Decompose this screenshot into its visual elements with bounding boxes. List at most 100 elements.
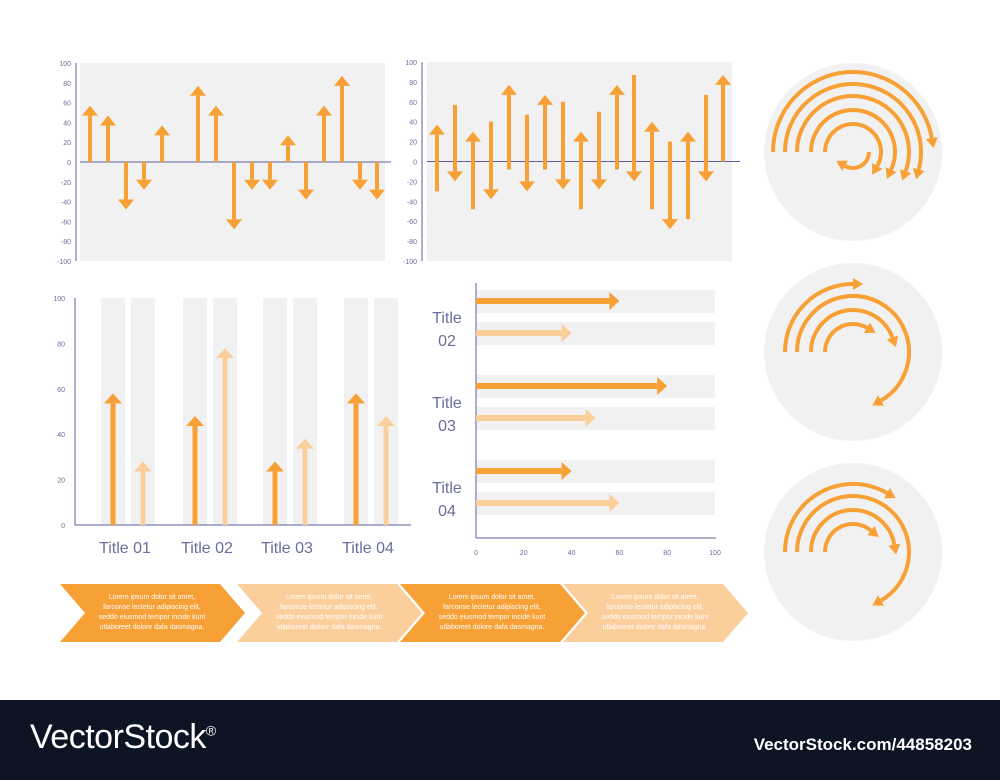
step-text: utlaboreet dolore dafa dasmagna.	[603, 624, 708, 631]
series-1-arrow-head	[561, 462, 572, 480]
data-arrow-head	[118, 199, 134, 210]
data-arrow	[668, 141, 672, 220]
grouped-arrow-bar-chart: 100 80 60 40 20 0 Title 01 Title 02 Title 03 Titl…	[53, 296, 411, 557]
spiral-arc	[783, 282, 854, 353]
step-text: seddo eiusmod tempor incide kunt	[439, 614, 546, 621]
series-2-arrow-head	[134, 461, 152, 472]
spiral-arrowhead	[872, 395, 884, 406]
spiral-arrowhead	[836, 160, 848, 172]
series-2-arrow-head	[377, 416, 395, 427]
data-arrow	[453, 104, 457, 172]
data-arrow	[106, 125, 110, 162]
x-tick-label: 60	[616, 550, 624, 557]
data-arrow	[214, 115, 218, 162]
spiral-arrowhead	[899, 169, 912, 181]
y-tick-label: 100	[405, 60, 417, 67]
series-1-arrow-head	[104, 393, 122, 404]
series-1-arrow	[272, 471, 278, 525]
bar-track	[476, 322, 715, 345]
infographic-canvas: 100 80 60 40 20 0 -20 -40 -60 -80 -100 100 80 60 40 20…	[53, 60, 942, 642]
data-arrow-head	[298, 189, 314, 200]
data-arrow-head	[591, 179, 607, 190]
data-arrow	[250, 162, 254, 180]
circle-background	[764, 463, 942, 641]
category-label: Title	[432, 480, 462, 497]
spiral-arc	[823, 322, 868, 353]
data-arrow	[471, 141, 475, 210]
x-tick-label: 80	[663, 550, 671, 557]
series-1-arrow	[353, 403, 359, 525]
y-tick-label: -80	[61, 239, 71, 246]
data-arrow-head	[82, 105, 98, 116]
series-1-arrow	[110, 403, 116, 525]
step-text: seddo eiusmod tempor incide kunt	[602, 614, 709, 621]
brand-logo: VectorStock®	[30, 718, 216, 756]
step-text: utlaboreet dolore dafa dasmagna.	[100, 624, 205, 631]
category-label: Title 04	[342, 540, 394, 557]
series-2-arrow-head	[216, 347, 234, 358]
data-arrow	[721, 84, 725, 162]
spiral-arc	[809, 508, 897, 553]
spiral-arc	[771, 70, 934, 153]
y-tick-label: 60	[63, 101, 71, 108]
spiral-arrows-icon	[764, 263, 942, 441]
spiral-arrowhead	[886, 335, 899, 348]
spiral-arrowhead	[925, 137, 938, 148]
spiral-arc	[795, 494, 911, 603]
category-label: Title 01	[99, 540, 151, 557]
x-tick-label: 100	[709, 550, 721, 557]
data-arrow-head	[280, 135, 296, 146]
x-tick-label: 0	[474, 550, 478, 557]
series-2-arrow-head	[561, 324, 572, 342]
series-1-arrow	[476, 383, 658, 389]
spiral-arrowhead	[884, 487, 896, 499]
data-arrow	[686, 141, 690, 220]
data-arrow	[88, 115, 92, 162]
data-arrow	[358, 162, 362, 180]
step-text: farconse lectetur adipiscing elit,	[443, 604, 541, 611]
spiral-arrowhead	[864, 322, 876, 333]
spiral-arc	[783, 82, 923, 171]
image-reference: VectorStock.com/44858203	[753, 735, 972, 754]
x-tick-label: 40	[568, 550, 576, 557]
step-text: utlaboreet dolore dafa dasmagna.	[277, 624, 382, 631]
y-tick-label: 100	[59, 61, 71, 68]
category-label: Title 02	[181, 540, 233, 557]
series-1-arrow	[476, 468, 562, 474]
y-tick-label: -100	[403, 259, 417, 266]
y-tick-label: -20	[61, 180, 71, 187]
data-arrow-head	[429, 124, 445, 135]
data-arrow-head	[680, 131, 696, 142]
data-arrow-head	[698, 171, 714, 182]
data-arrow-head	[208, 105, 224, 116]
category-label: 04	[438, 503, 456, 520]
y-tick-label: 20	[57, 478, 65, 485]
step-text: seddo eiusmod tempor incide kunt	[276, 614, 383, 621]
spiral-arc	[823, 122, 883, 167]
data-arrow	[489, 121, 493, 190]
data-arrow	[304, 162, 308, 190]
bar-track	[476, 407, 715, 430]
data-arrow-head	[154, 125, 170, 136]
series-2-arrow	[476, 330, 562, 336]
series-1-arrow	[192, 426, 198, 525]
spiral-arrowhead	[872, 163, 883, 175]
y-tick-label: 40	[63, 120, 71, 127]
data-arrow-head	[573, 131, 589, 142]
data-arrow	[196, 95, 200, 162]
footer-bar: VectorStock® VectorStock.com/44858203	[0, 700, 1000, 780]
data-arrow-head	[316, 105, 332, 116]
data-arrow	[435, 134, 439, 192]
data-arrow-head	[537, 94, 553, 105]
data-arrow-head	[465, 131, 481, 142]
y-tick-label: 80	[63, 81, 71, 88]
step-text: utlaboreet dolore dafa dasmagna.	[440, 624, 545, 631]
series-1-arrow-head	[657, 377, 668, 395]
spiral-arc	[844, 151, 871, 170]
y-tick-label: 60	[409, 100, 417, 107]
series-2-arrow	[476, 415, 586, 421]
spiral-arrowhead	[912, 168, 925, 180]
data-arrow	[322, 115, 326, 162]
y-tick-label: 80	[57, 341, 65, 348]
series-1-arrow-head	[186, 416, 204, 427]
